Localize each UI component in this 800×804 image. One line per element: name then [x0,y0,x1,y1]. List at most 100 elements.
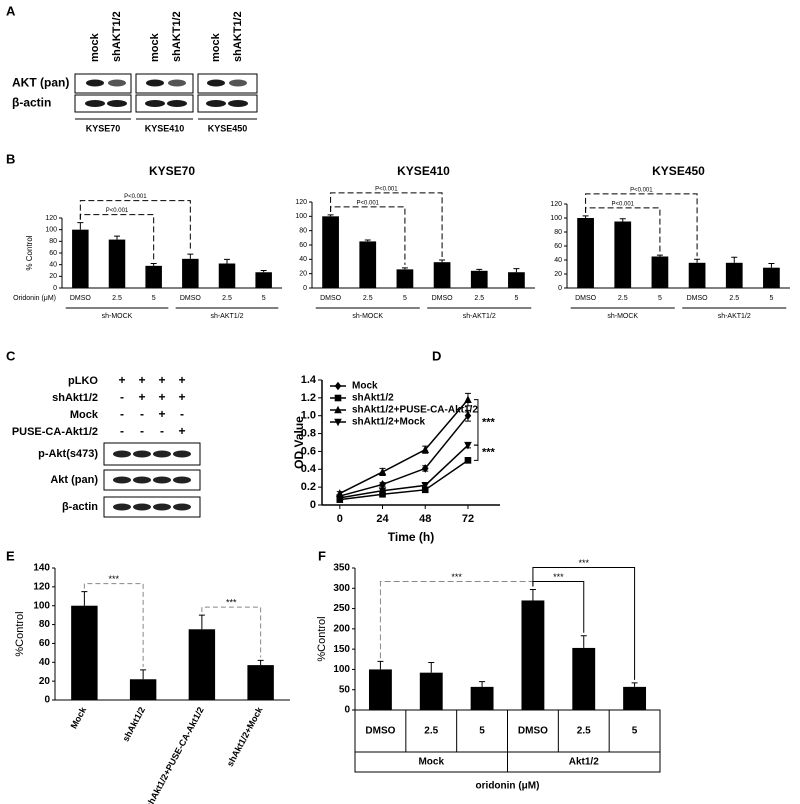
sign: - [120,407,124,421]
chart-title: KYSE450 [652,164,705,178]
bar [763,267,780,288]
error-bar [619,218,626,222]
x-tick-label: DMSO [365,726,395,737]
sign: - [140,424,144,438]
group-label: sh-AKT1/2 [210,313,243,320]
y-tick-label: 100 [550,215,562,222]
lane-label: mock [149,32,161,62]
lane-label: mock [210,32,222,62]
group-label: sh-AKT1/2 [718,313,751,320]
band [167,100,187,107]
y-tick-label: 80 [39,619,51,630]
marker [421,445,430,453]
x-tick-label: DMSO [518,726,548,737]
blot-frame [197,73,258,94]
x-tick-label: DMSO [320,295,342,302]
condition-label: Mock [70,409,99,421]
x-tick-label: 2.5 [618,295,628,302]
band [86,79,104,87]
marker [378,487,387,496]
y-tick-label: 100 [45,227,57,234]
bar [433,262,451,288]
x-tick-label: DMSO [180,295,202,302]
x-tick-label: shAkt1/2+Mock [225,704,265,768]
y-tick-label: 40 [554,257,562,264]
y-tick-label: 40 [299,256,307,263]
marker [334,394,342,402]
group-label: Akt1/2 [569,757,599,768]
bar [145,265,162,288]
sign: - [120,424,124,438]
row-label: Akt (pan) [50,474,98,486]
x-tick-label: 2.5 [577,726,591,737]
lane-label: mock [89,32,101,62]
bar [572,647,596,710]
annotation: *** [482,447,496,459]
y-tick-label: 200 [333,623,350,634]
y-axis-label: %Control [316,616,328,661]
blot-frame [197,94,258,113]
y-tick-label: 60 [39,638,51,649]
x-tick-label: 5 [403,295,407,302]
bar [470,686,494,710]
y-tick-label: 0.2 [301,481,316,493]
band [153,476,171,484]
bar [396,269,414,288]
y-tick-label: 80 [49,238,57,245]
x-tick-label: 5 [262,295,266,302]
legend-label: Mock [352,381,378,392]
lane-label: shAKT1/2 [232,11,244,62]
significance-bracket [83,583,144,667]
bar [725,262,743,288]
panel-label: B [6,151,15,166]
legend-label: shAkt1/2 [352,393,394,404]
y-tick-label: 20 [554,271,562,278]
marker [334,418,342,427]
legend-label: shAkt1/2+Mock [352,417,426,428]
x-tick-label: 72 [462,513,474,525]
error-bar [582,215,589,218]
y-tick-label: 60 [49,250,57,257]
y-tick-label: 100 [295,213,307,220]
band [153,450,171,458]
error-bar [513,268,520,273]
error-bar [187,253,194,259]
marker [464,411,472,421]
y-tick-label: 0.8 [301,427,316,439]
bar [255,272,272,288]
row-label: p-Akt(s473) [38,448,98,460]
y-axis-label: OD Value [292,416,306,469]
error-bar [140,669,147,680]
x-tick-label: 5 [632,726,638,737]
annotation: *** [226,598,237,608]
x-axis-label: oridonin (μM) [476,781,540,792]
y-tick-label: 0 [344,705,350,716]
error-bar [731,256,738,263]
series-line [339,444,469,499]
bar [72,229,89,288]
band [173,450,191,458]
sign: + [158,373,165,387]
band [229,79,247,87]
panel-label: C [6,348,16,363]
bar [521,600,545,710]
marker [464,395,472,403]
sign: + [118,373,125,387]
series-line [339,415,469,497]
y-tick-label: 0 [310,499,316,511]
band [107,100,127,107]
row-label: β-actin [12,96,51,110]
blot-frame [103,496,201,518]
y-axis-label: % Control [25,235,34,270]
y-tick-label: 0 [53,285,57,292]
y-tick-label: 100 [33,600,50,611]
significance-bracket [532,567,636,680]
error-bar [479,681,486,687]
y-axis-label: %Control [14,611,26,656]
bar [108,239,126,288]
marker [464,441,472,450]
significance-bracket [79,200,191,252]
y-tick-label: 20 [49,273,57,280]
blot-frame [103,469,201,491]
